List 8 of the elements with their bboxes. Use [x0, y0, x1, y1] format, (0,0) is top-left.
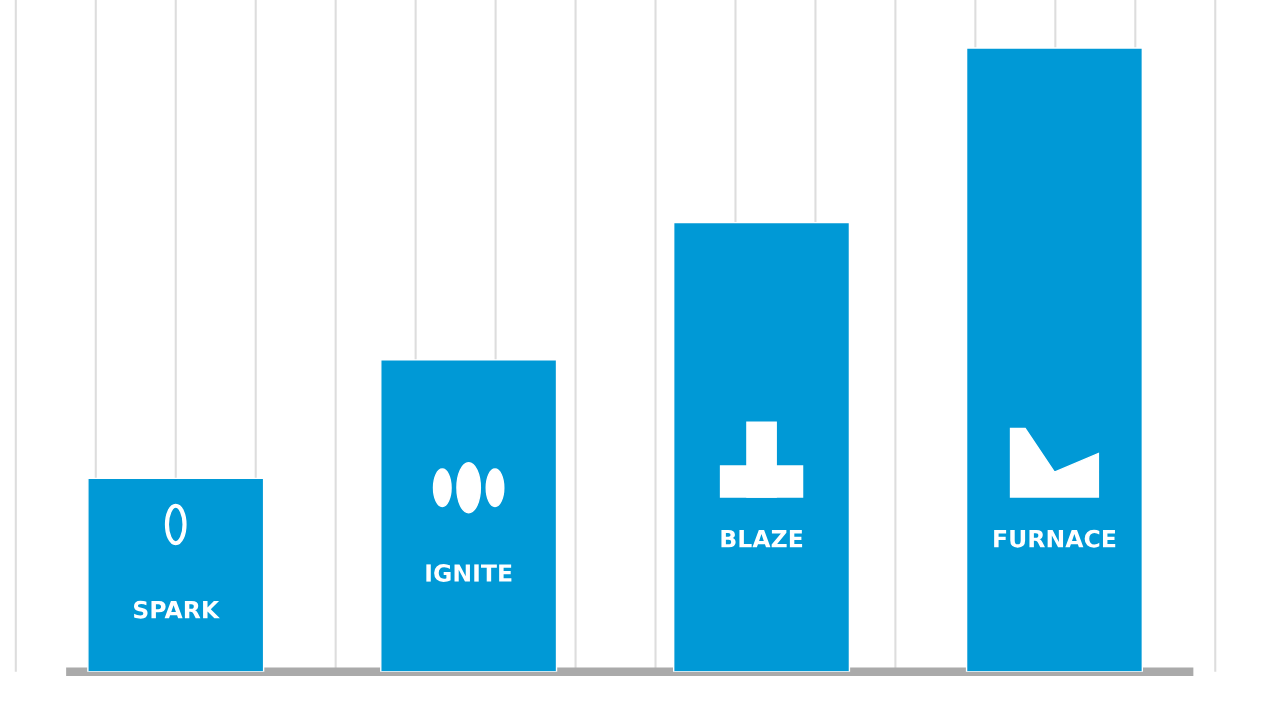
- bar: [672, 221, 851, 672]
- x-tick-label: FURNACE: [994, 529, 1116, 548]
- bar: [965, 47, 1144, 672]
- bar: [380, 359, 558, 672]
- x-tick-label: IGNITE: [426, 564, 512, 582]
- x-tick-label: BLAZE: [721, 530, 803, 548]
- bar: [87, 477, 265, 672]
- x-tick-label: SPARK: [133, 600, 220, 619]
